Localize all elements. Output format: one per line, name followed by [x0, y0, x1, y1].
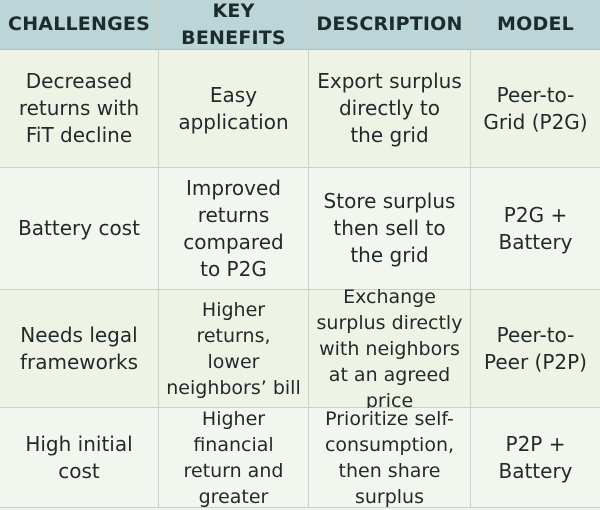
row-1-model: Peer-to- Grid (P2G) — [471, 50, 600, 168]
row-3-challenge: Needs legal frameworks — [0, 290, 159, 408]
header-key-benefits: KEY BENEFITS — [159, 0, 309, 50]
row-3-description: Exchange surplus directly with neighbors… — [309, 286, 471, 412]
row-1-challenge: Decreased returns with FiT decline — [0, 50, 159, 168]
row-1-description: Export surplus directly to the grid — [309, 50, 471, 168]
row-4-model: P2P + Battery — [471, 408, 600, 508]
header-description: DESCRIPTION — [309, 0, 471, 50]
row-2-description: Store surplus then sell to the grid — [309, 168, 471, 290]
row-4-challenge: High initial cost — [0, 408, 159, 508]
row-4-benefit: Higher financial return and greater — [159, 408, 309, 508]
header-model: MODEL — [471, 0, 600, 50]
row-1-benefit: Easy application — [159, 50, 309, 168]
row-2-model: P2G + Battery — [471, 168, 600, 290]
row-2-challenge: Battery cost — [0, 168, 159, 290]
row-3-benefit: Higher returns, lower neighbors’ bill — [159, 290, 309, 408]
row-3-model: Peer-to- Peer (P2P) — [471, 290, 600, 408]
header-challenges: CHALLENGES — [0, 0, 159, 50]
row-4-description: Prioritize self- consumption, then share… — [309, 408, 471, 508]
row-2-benefit: Improved returns compared to P2G — [159, 168, 309, 290]
